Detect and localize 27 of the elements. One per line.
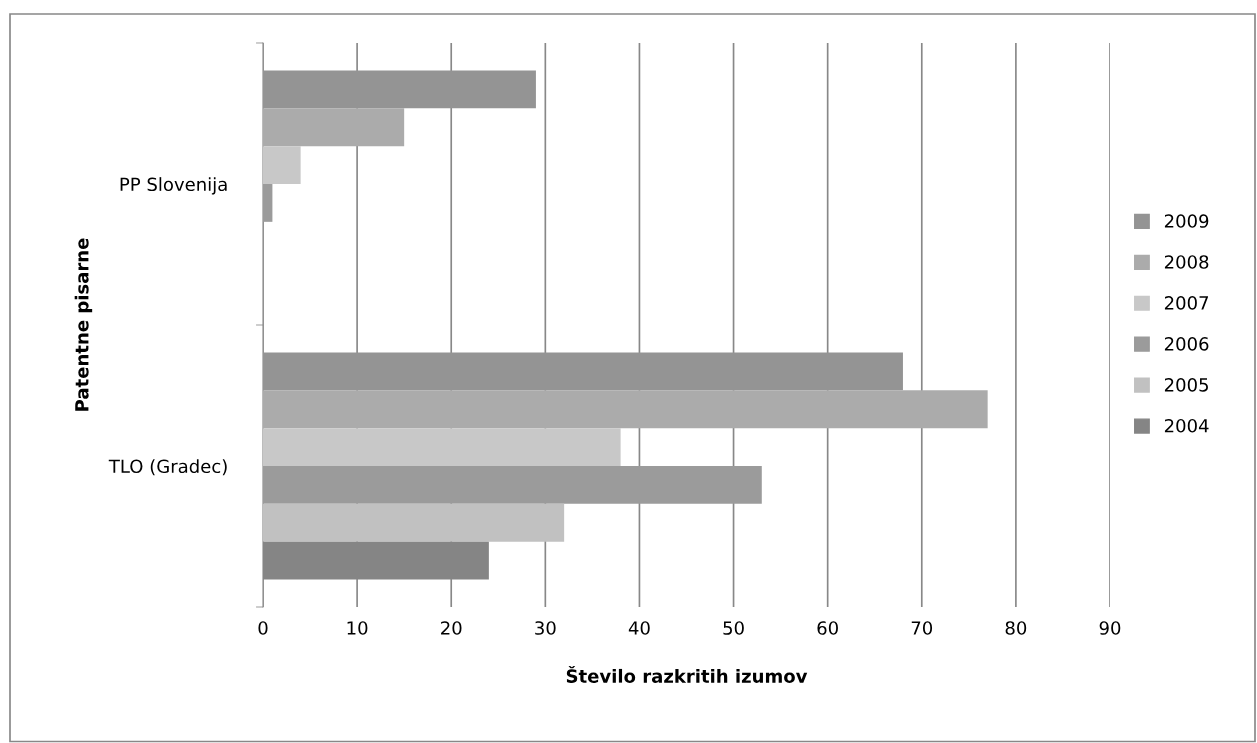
x-tick-label: 60 [817, 621, 838, 635]
bar [263, 503, 565, 542]
y-tick-label: TLO (Gradec) [108, 459, 227, 476]
x-tick-label: 80 [1005, 621, 1027, 635]
bar [263, 466, 762, 504]
x-tick-label: 20 [441, 621, 462, 635]
legend-label: 2007 [1164, 296, 1209, 310]
x-tick-label: 30 [535, 621, 556, 635]
legend-label: 2009 [1164, 214, 1209, 228]
x-tick-label: 70 [911, 621, 933, 635]
x-tick-label: 50 [723, 621, 744, 635]
bar [263, 146, 301, 184]
x-tick-label: 40 [628, 621, 650, 635]
legend-label: 2008 [1164, 255, 1209, 269]
bar [263, 428, 621, 466]
x-axis-title: Število razkritih izumov [566, 665, 808, 683]
legend-label: 2005 [1164, 378, 1208, 392]
bar [263, 184, 273, 222]
x-tick-label: 90 [1099, 621, 1121, 635]
y-tick-label: PP Slovenija [120, 177, 227, 195]
y-axis-title: Patentne pisarne [74, 238, 93, 411]
bar [263, 390, 988, 429]
x-tick-label: 10 [347, 621, 368, 635]
x-tick-label: 0 [258, 621, 268, 635]
bar [263, 108, 405, 147]
legend-label: 2004 [1164, 418, 1209, 433]
legend-label: 2006 [1164, 337, 1209, 351]
